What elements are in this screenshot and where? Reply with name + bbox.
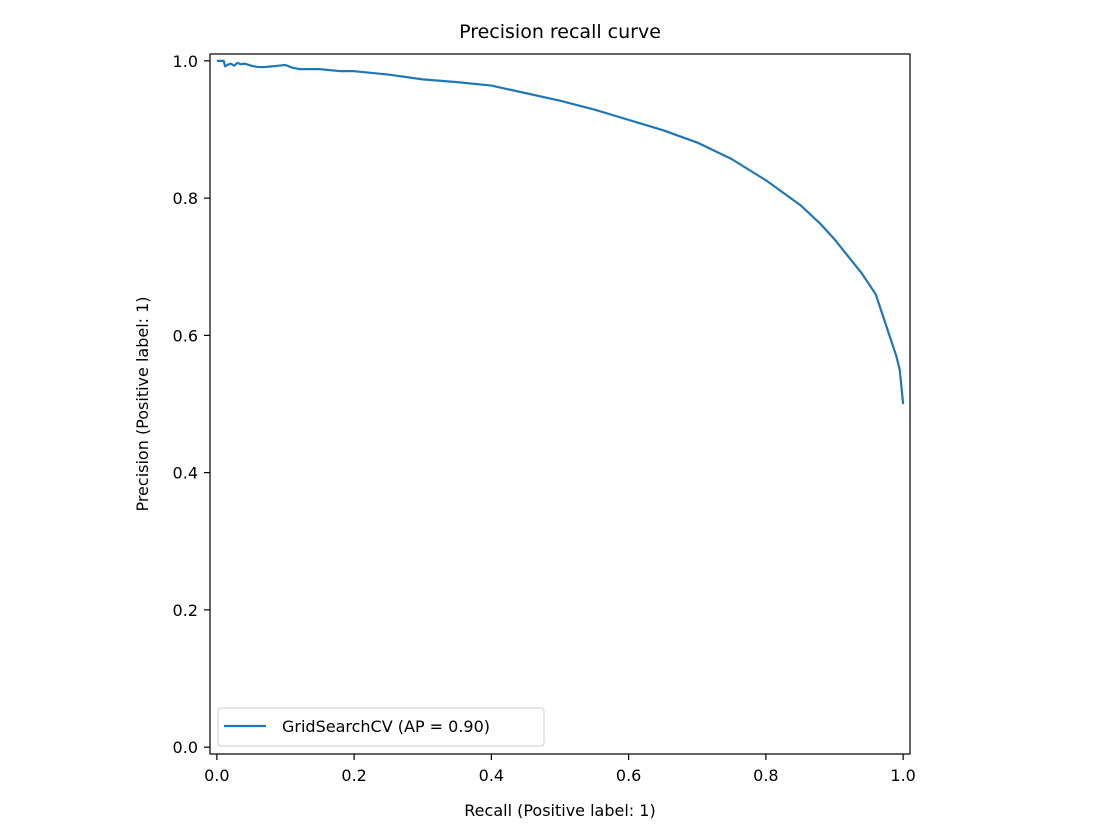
chart-title: Precision recall curve (459, 21, 661, 43)
x-tick-label: 0.4 (479, 766, 504, 785)
x-tick-label: 0.8 (753, 766, 778, 785)
y-tick-label: 0.4 (173, 464, 198, 483)
x-axis-ticks: 0.0 0.2 0.4 0.6 0.8 1.0 (204, 754, 916, 785)
y-tick-label: 0.0 (173, 738, 198, 757)
plot-frame (209, 53, 911, 755)
legend: GridSearchCV (AP = 0.90) (217, 707, 545, 747)
y-tick-label: 0.8 (173, 189, 198, 208)
y-tick-label: 1.0 (173, 52, 198, 71)
y-tick-label: 0.2 (173, 601, 198, 620)
legend-box (217, 707, 545, 747)
series-line-gridsearchcv (216, 59, 905, 405)
y-axis-ticks: 0.0 0.2 0.4 0.6 0.8 1.0 (173, 52, 210, 757)
legend-label: GridSearchCV (AP = 0.90) (282, 717, 490, 736)
x-tick-label: 0.0 (204, 766, 229, 785)
x-axis-label: Recall (Positive label: 1) (464, 801, 655, 820)
x-tick-label: 1.0 (890, 766, 915, 785)
y-axis-label: Precision (Positive label: 1) (133, 296, 152, 511)
x-tick-label: 0.6 (616, 766, 641, 785)
x-tick-label: 0.2 (341, 766, 366, 785)
y-tick-label: 0.6 (173, 326, 198, 345)
